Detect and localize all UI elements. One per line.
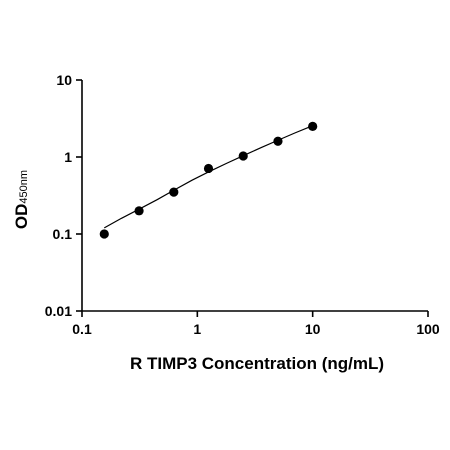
y-axis-title-main: OD xyxy=(12,204,31,230)
data-point xyxy=(169,187,179,197)
y-tick-label: 1 xyxy=(64,149,72,165)
y-tick-label: 0.01 xyxy=(45,303,72,319)
x-axis-title: R TIMP3 Concentration (ng/mL) xyxy=(130,354,384,373)
y-tick-label: 10 xyxy=(56,72,72,88)
x-axis-ticks: 0.1 1 10 100 xyxy=(72,311,440,337)
data-points-layer xyxy=(99,121,318,239)
data-point xyxy=(238,151,248,161)
x-tick-label: 0.1 xyxy=(72,321,92,337)
data-point xyxy=(308,121,318,131)
data-point xyxy=(203,163,214,174)
data-point xyxy=(134,206,144,216)
data-point xyxy=(99,229,109,239)
y-axis-title-subscript: 450nm xyxy=(18,170,30,204)
x-tick-label: 100 xyxy=(416,321,440,337)
axes xyxy=(81,80,428,312)
x-tick-label: 10 xyxy=(305,321,321,337)
y-axis-ticks: 0.01 0.1 1 10 xyxy=(45,72,82,319)
y-tick-label: 0.1 xyxy=(53,226,73,242)
data-point xyxy=(273,136,283,146)
y-axis-title: OD450nm xyxy=(12,170,31,229)
x-tick-label: 1 xyxy=(193,321,201,337)
